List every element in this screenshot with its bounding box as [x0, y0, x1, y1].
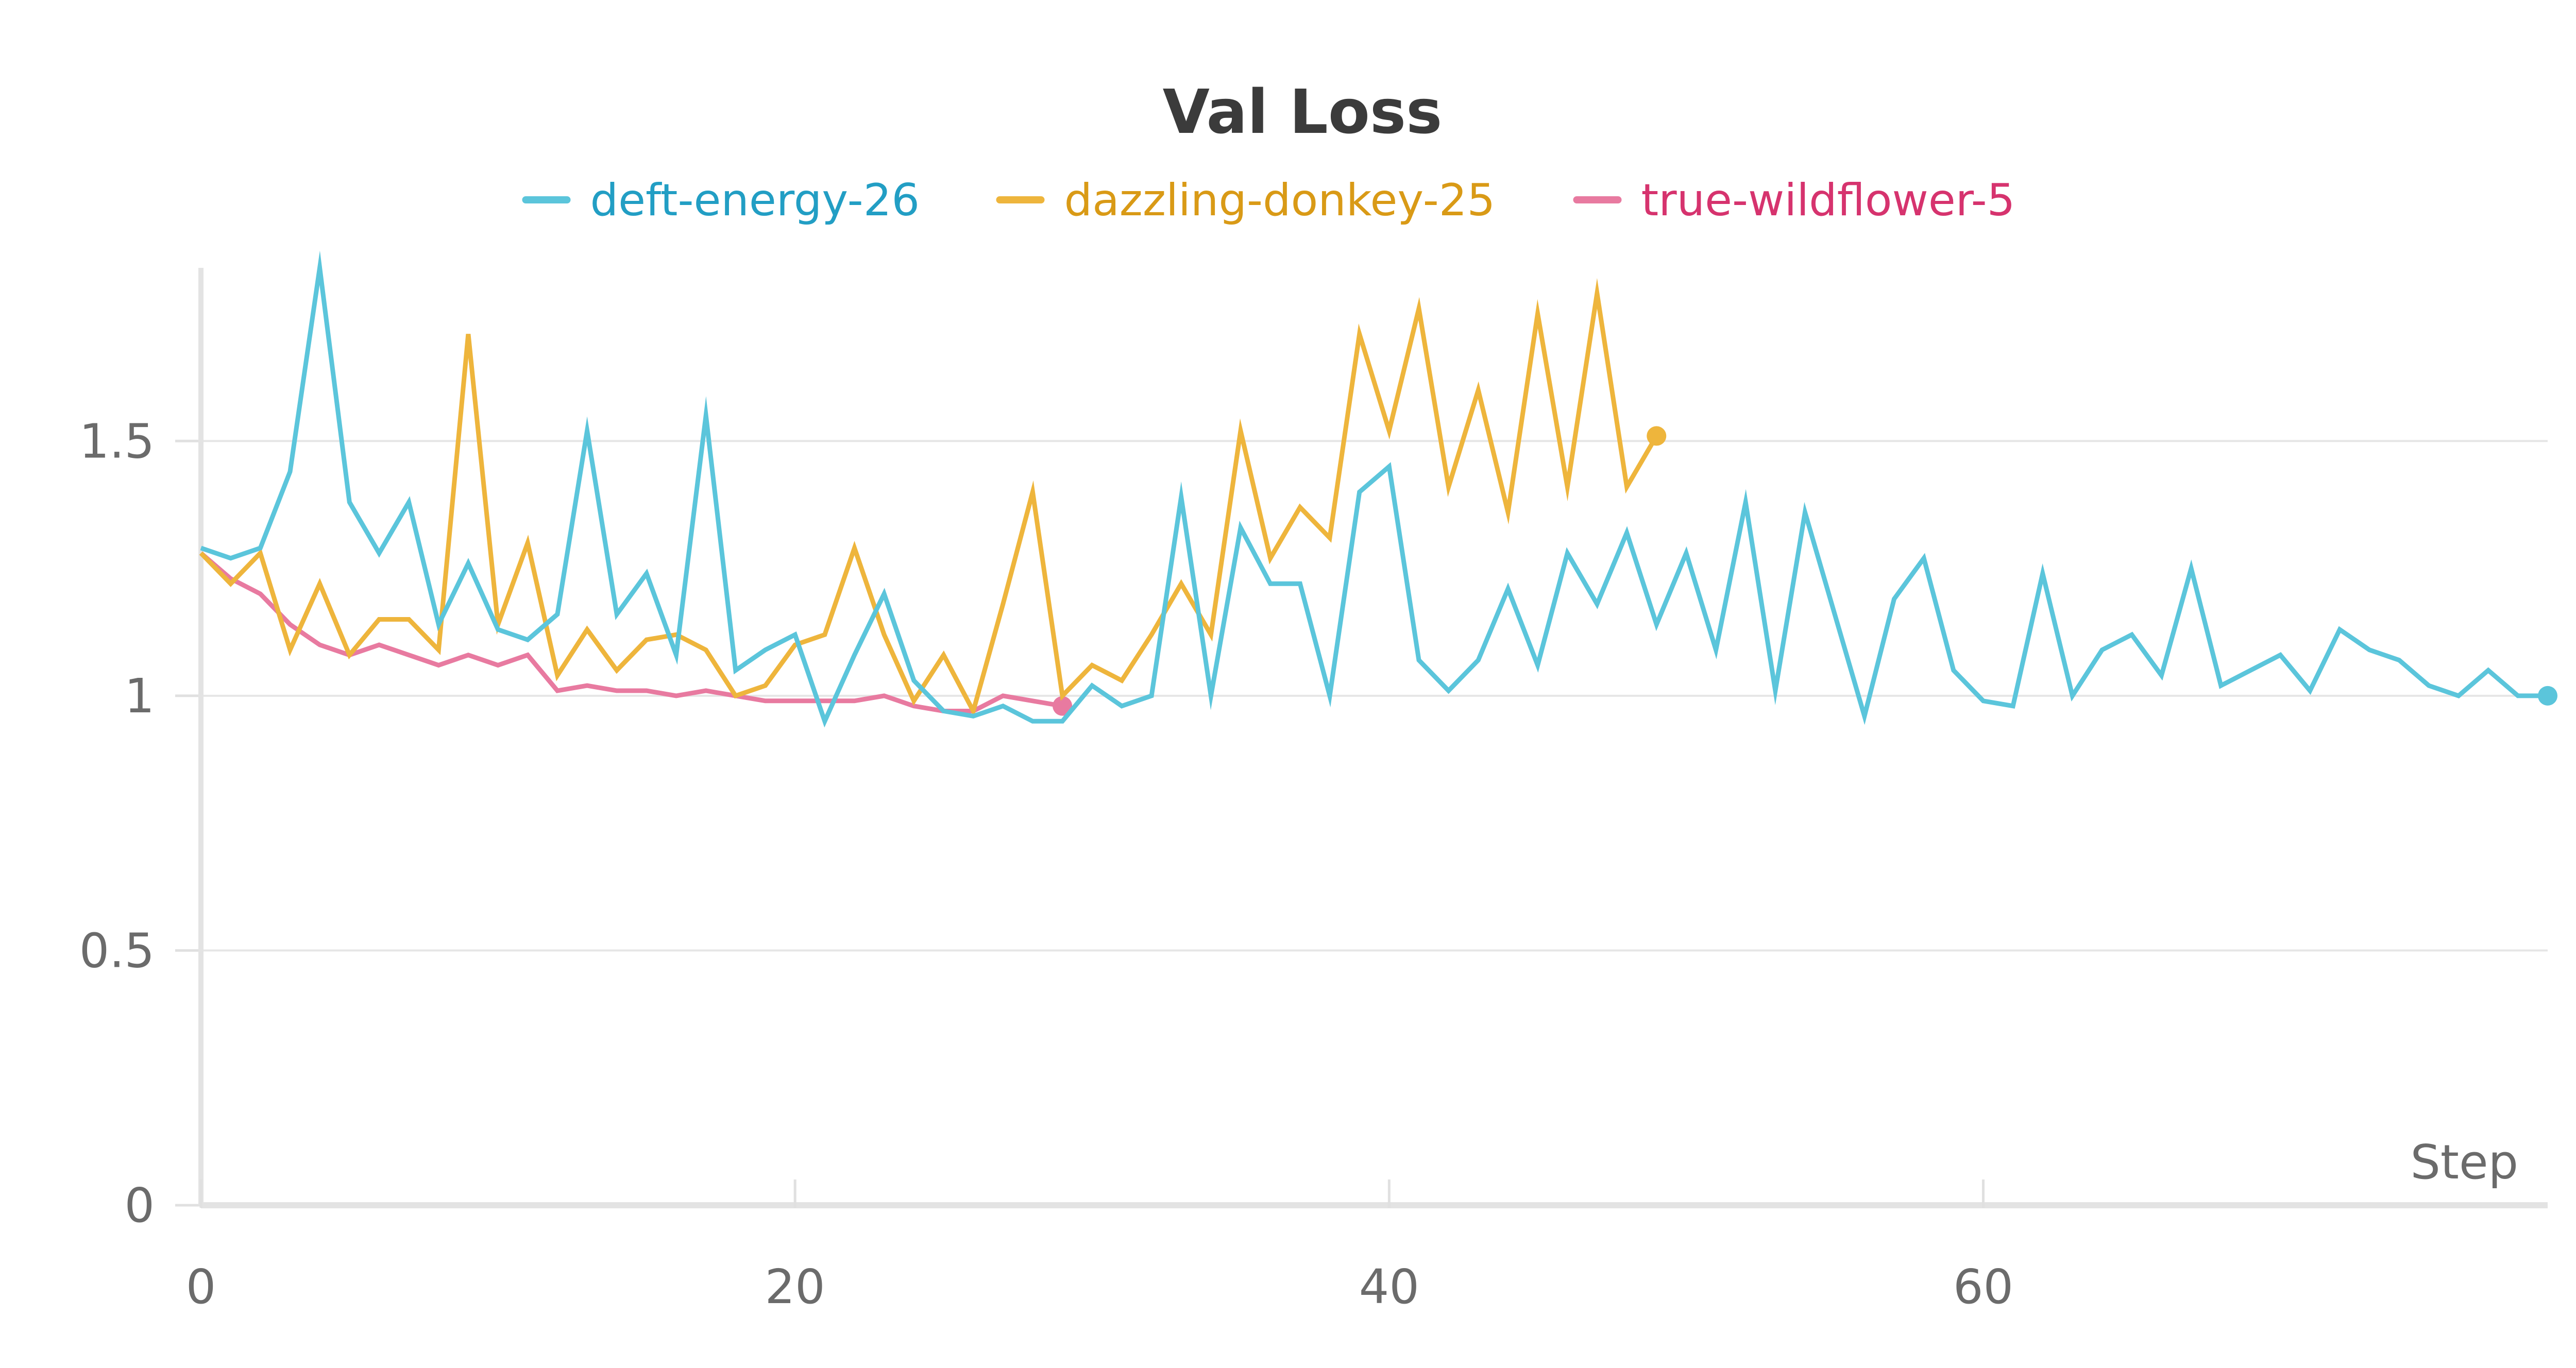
x-tick-label: 60 — [1953, 1259, 2013, 1314]
x-tick-label: 40 — [1359, 1259, 1419, 1314]
x-tick-label: 0 — [186, 1259, 216, 1314]
x-tick-label: 20 — [765, 1259, 825, 1314]
series-line-deft-energy-26 — [200, 250, 2548, 728]
grid-lines — [201, 440, 2548, 952]
legend-label: deft-energy-26 — [590, 175, 920, 226]
y-tick-label: 1 — [124, 669, 155, 724]
series-endpoint-true-wildflower-5 — [1053, 696, 1073, 716]
x-axis-title: Step — [2411, 1135, 2518, 1190]
y-tick-label: 0.5 — [79, 923, 155, 978]
series-layer — [199, 250, 2557, 728]
legend: deft-energy-26 dazzling-donkey-25 true-wil… — [522, 175, 2015, 226]
legend-item-dazzling-donkey-25[interactable]: dazzling-donkey-25 — [996, 175, 1496, 226]
legend-label: true-wildflower-5 — [1641, 175, 2015, 226]
legend-item-deft-energy-26[interactable]: deft-energy-26 — [522, 175, 920, 226]
y-tick-label: 1.5 — [79, 414, 155, 469]
axes: 0 0.5 1 1.5 0 20 40 60 — [79, 268, 2548, 1314]
series-line-dazzling-donkey-25 — [199, 278, 1659, 717]
series-line-true-wildflower-5 — [199, 551, 1063, 713]
y-tick-label: 0 — [124, 1178, 155, 1233]
chart-title: Val Loss — [1163, 76, 1443, 147]
legend-item-true-wildflower-5[interactable]: true-wildflower-5 — [1573, 175, 2015, 226]
series-endpoint-deft-energy-26 — [2538, 686, 2557, 706]
legend-label: dazzling-donkey-25 — [1064, 175, 1496, 226]
series-endpoint-dazzling-donkey-25 — [1647, 426, 1667, 446]
